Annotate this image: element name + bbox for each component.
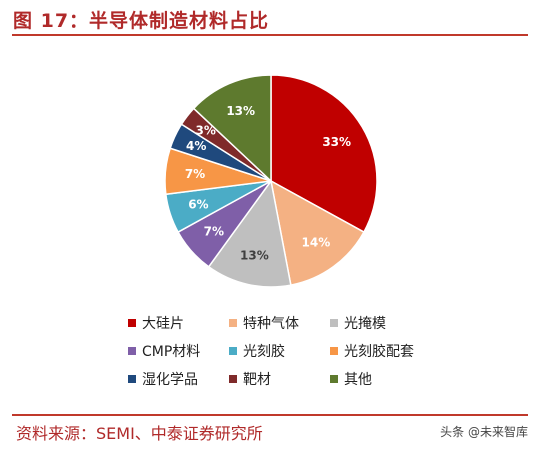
legend-swatch	[229, 375, 237, 383]
legend-label: 光刻胶	[243, 344, 285, 360]
pie-data-label-0: 33%	[322, 135, 351, 149]
pie-slice-0	[270, 74, 378, 234]
legend-item-6: 湿化学品	[128, 369, 198, 389]
legend-swatch	[229, 319, 237, 327]
legend-swatch	[330, 375, 338, 383]
legend-item-4: 光刻胶	[229, 341, 285, 361]
figure-title: 图 17：半导体制造材料占比	[13, 10, 270, 32]
legend-item-0: 大硅片	[128, 313, 184, 333]
legend-swatch	[330, 319, 338, 327]
legend-label: CMP材料	[142, 344, 201, 360]
pie-chart: 33% 14% 13% 7% 6% 7% 4% 3% 13%	[164, 74, 378, 288]
pie-data-label-7: 3%	[196, 123, 216, 137]
legend-item-8: 其他	[330, 369, 372, 389]
pie-slices	[164, 74, 378, 288]
pie-data-label-8: 13%	[226, 104, 255, 118]
pie-slice-2	[207, 179, 292, 288]
footer-divider	[12, 414, 528, 416]
legend-label: 大硅片	[142, 316, 184, 332]
legend-item-3: CMP材料	[128, 341, 200, 361]
pie-data-label-6: 4%	[186, 139, 206, 153]
pie-data-label-5: 7%	[185, 167, 205, 181]
pie-data-label-2: 13%	[240, 249, 269, 263]
legend-swatch	[330, 347, 338, 355]
watermark-text: 头条 @未来智库	[440, 425, 528, 439]
legend-item-1: 特种气体	[229, 313, 299, 333]
legend-item-2: 光掩模	[330, 313, 386, 333]
legend-label: 湿化学品	[142, 372, 198, 388]
pie-slice-8	[192, 74, 272, 183]
legend-label: 光掩模	[344, 316, 386, 332]
legend-swatch	[128, 319, 136, 327]
legend-swatch	[128, 375, 136, 383]
legend-label: 靶材	[243, 372, 271, 388]
pie-data-label-4: 6%	[188, 198, 208, 212]
legend-label: 其他	[344, 372, 372, 388]
pie-slice-1	[269, 179, 365, 286]
legend-label: 特种气体	[243, 316, 299, 332]
title-divider	[12, 34, 528, 36]
pie-data-label-1: 14%	[302, 236, 331, 250]
legend-swatch	[128, 347, 136, 355]
legend-label: 光刻胶配套	[344, 344, 414, 360]
legend-item-7: 靶材	[229, 369, 271, 389]
legend-swatch	[229, 347, 237, 355]
pie-data-label-3: 7%	[204, 225, 224, 239]
source-note: 资料来源：SEMI、中泰证券研究所	[16, 424, 263, 443]
pie-data-labels: 33% 14% 13% 7% 6% 7% 4% 3% 13%	[185, 104, 351, 263]
legend-item-5: 光刻胶配套	[330, 341, 414, 361]
